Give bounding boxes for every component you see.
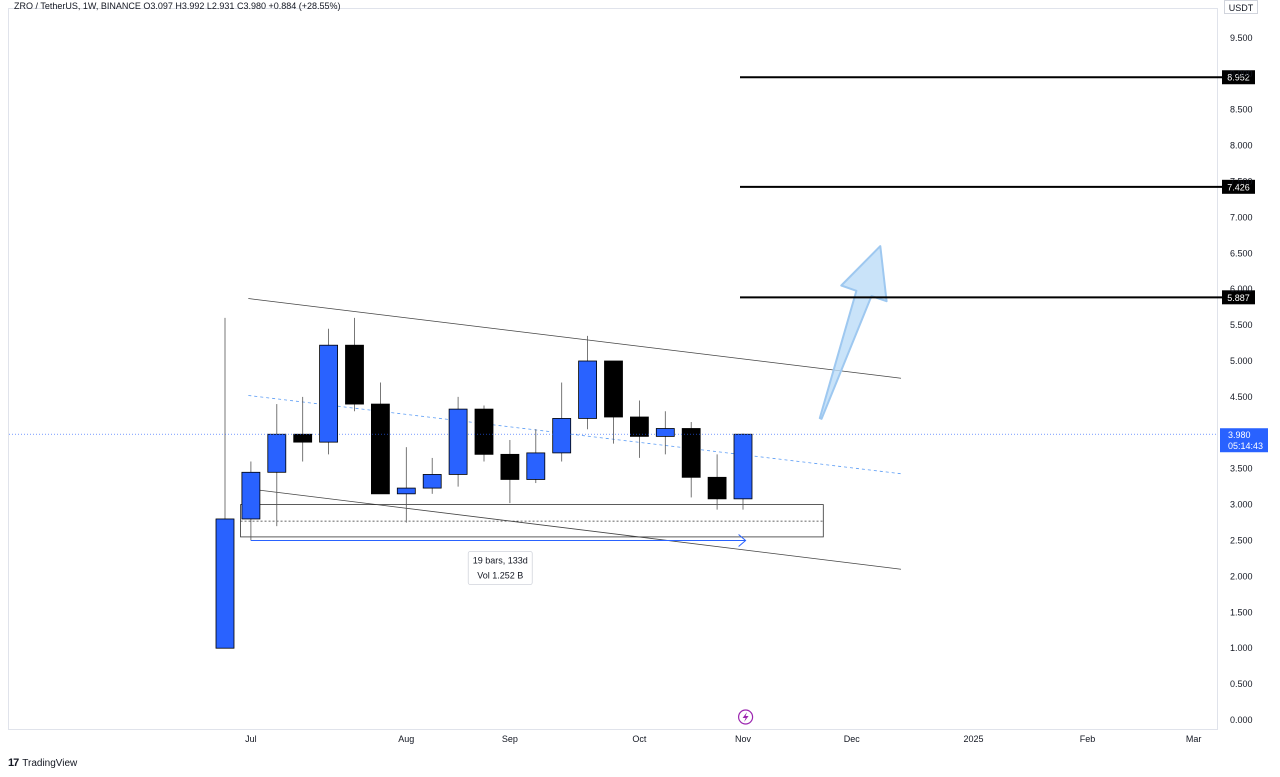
- price-tick-label: 2.500: [1230, 536, 1253, 546]
- price-tick-label: 0.500: [1230, 679, 1253, 689]
- price-tick-label: 8.000: [1230, 141, 1253, 151]
- price-line-label-box: [1222, 290, 1255, 305]
- lightning-icon-circle: [737, 709, 754, 725]
- time-tick-label: Mar: [1186, 734, 1202, 744]
- price-tick-label: 9.000: [1230, 69, 1253, 79]
- candle-body: [655, 428, 675, 437]
- support-zone-box: [240, 504, 824, 538]
- candle-body: [319, 344, 339, 443]
- breakout-arrow: [818, 245, 888, 420]
- price-tick-label: 3.000: [1230, 500, 1253, 510]
- tradingview-logo-icon: 17: [8, 757, 19, 769]
- price-tick-label: 6.000: [1230, 284, 1253, 294]
- price-line-label-box: [1222, 179, 1255, 194]
- price-tick-label: 1.500: [1230, 607, 1253, 617]
- candle-body: [552, 418, 572, 454]
- time-tick-label: Dec: [844, 734, 861, 744]
- price-line-label: 7.426: [1227, 182, 1250, 192]
- range-measure: 19 bars, 133d Vol 1.252 B: [250, 534, 747, 585]
- candle-body: [396, 487, 416, 495]
- candle-body: [707, 476, 727, 500]
- candle-body: [370, 403, 390, 495]
- measure-label-box: [467, 551, 533, 585]
- channel-upper-line: [248, 298, 902, 379]
- price-lines: 8.952 7.426 5.887: [740, 70, 1255, 305]
- lightning-icon: [742, 712, 749, 722]
- measure-arrowhead: [738, 534, 747, 547]
- candle-body: [681, 428, 701, 478]
- candle-body: [474, 408, 494, 455]
- channel-mid-line: [248, 395, 902, 475]
- price-axis[interactable]: 0.000 0.500 1.000 1.500 2.000 2.500 3.000 3.500…: [1230, 33, 1253, 725]
- candle-body: [500, 453, 520, 480]
- candle-body: [293, 433, 313, 443]
- time-tick-label: 2025: [963, 734, 983, 744]
- price-tick-label: 5.000: [1230, 356, 1253, 366]
- price-tick-label: 9.500: [1230, 33, 1253, 43]
- brand: 17 TradingView: [8, 756, 77, 770]
- brand-name: TradingView: [22, 757, 78, 769]
- price-tick-label: 4.500: [1230, 392, 1253, 402]
- candle-body: [604, 360, 623, 418]
- measure-bars-text: 19 bars, 133d: [473, 556, 528, 566]
- price-line-label-box: [1222, 70, 1255, 85]
- candle-body: [267, 433, 287, 473]
- candles: [215, 317, 753, 649]
- price-tick-label: 1.000: [1230, 643, 1253, 653]
- price-line-label: 8.952: [1227, 73, 1250, 83]
- price-tick-label: 5.500: [1230, 320, 1253, 330]
- support-zone: [240, 504, 824, 538]
- candle-body: [526, 452, 546, 480]
- chart-frame: [8, 8, 1218, 730]
- price-line-label: 5.887: [1227, 293, 1250, 303]
- price-tick-label: 0.000: [1230, 715, 1253, 725]
- price-tick-label: 7.000: [1230, 212, 1253, 222]
- measure-volume-text: Vol 1.252 B: [477, 571, 523, 581]
- channel-lines: [248, 298, 902, 570]
- current-price-countdown: 05:14:43: [1228, 441, 1263, 451]
- price-tick-label: 3.500: [1230, 464, 1253, 474]
- price-tick-label: 2.000: [1230, 571, 1253, 581]
- event-icon[interactable]: [737, 709, 754, 725]
- candle-body: [215, 518, 235, 649]
- candle-body: [241, 471, 261, 520]
- price-tick-label: 7.500: [1230, 177, 1253, 187]
- current-price-label: 3.980: [1228, 430, 1251, 440]
- candle-body: [345, 344, 364, 405]
- time-tick-label: Aug: [398, 734, 414, 744]
- breakout-arrow-shape: [818, 245, 888, 420]
- time-tick-label: Feb: [1080, 734, 1096, 744]
- candle-body: [422, 474, 442, 489]
- candle-body: [578, 360, 597, 419]
- current-price-label-box: [1220, 428, 1268, 453]
- time-tick-label: Oct: [632, 734, 647, 744]
- time-tick-label: Jul: [245, 734, 257, 744]
- candle-body: [733, 433, 753, 500]
- chart-legend: ZRO / TetherUS, 1W, BINANCE O3.097 H3.99…: [14, 1, 341, 11]
- time-axis[interactable]: Jul Aug Sep Oct Nov Dec 2025 Feb Mar: [245, 734, 1201, 744]
- price-tick-label: 8.500: [1230, 105, 1253, 115]
- candle-body: [448, 408, 468, 475]
- channel-lower-line: [248, 488, 902, 570]
- price-tick-label: 6.500: [1230, 248, 1253, 258]
- candle-body: [630, 416, 649, 437]
- currency-selector[interactable]: USDT: [1224, 0, 1258, 14]
- time-tick-label: Nov: [735, 734, 752, 744]
- time-tick-label: Sep: [502, 734, 518, 744]
